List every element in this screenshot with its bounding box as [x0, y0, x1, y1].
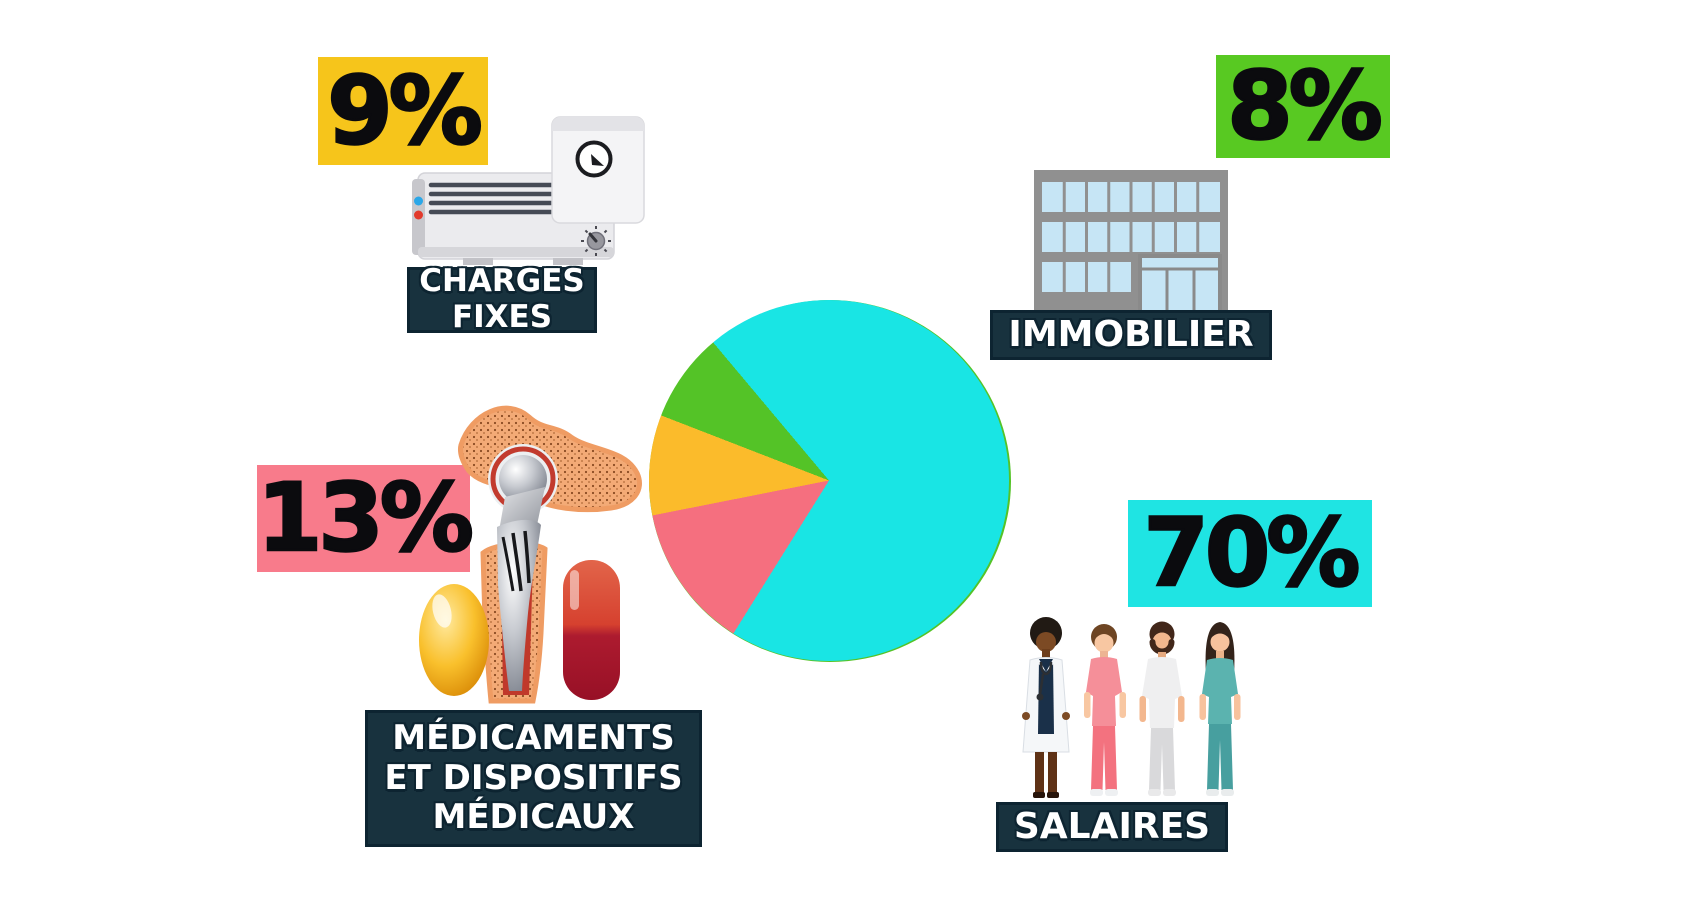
male-staff-figure — [1139, 621, 1185, 796]
immobilier-label: IMMOBILIER — [990, 310, 1272, 360]
pie-chart-rim — [649, 300, 1011, 662]
charges-fixes-label-line1: CHARGES — [419, 263, 585, 300]
doctor-figure — [1022, 617, 1070, 798]
office-building-icon — [1034, 170, 1228, 312]
medicaments-label-line3: MÉDICAUX — [432, 797, 635, 838]
salaires-label-text: SALAIRES — [1013, 806, 1211, 848]
charges-fixes-label: CHARGES FIXES — [407, 263, 597, 335]
medicaments-label-line2: ET DISPOSITIFS — [384, 757, 683, 798]
medicaments-label: MÉDICAMENTS ET DISPOSITIFS MÉDICAUX — [365, 710, 702, 847]
immobilier-label-text: IMMOBILIER — [1008, 314, 1254, 356]
medicaments-label-line1: MÉDICAMENTS — [392, 718, 675, 759]
hip-implant-icon — [419, 405, 642, 704]
salaires-label: SALAIRES — [996, 802, 1228, 852]
immobilier-percent-badge: 8% — [1216, 51, 1390, 163]
pill-capsule-icon — [563, 560, 620, 700]
medicaments-percent: 13% — [256, 463, 476, 575]
immobilier-percent: 8% — [1226, 51, 1384, 163]
nurse-teal-figure — [1199, 622, 1241, 796]
softgel-capsule-icon — [419, 584, 489, 696]
medicaments-percent-badge: 13% — [256, 463, 476, 575]
pie-chart — [649, 300, 1009, 661]
charges-fixes-label-line2: FIXES — [451, 299, 553, 335]
salaires-percent-badge: 70% — [1128, 498, 1372, 610]
heater-icon — [412, 116, 645, 265]
nurse-pink-figure — [1084, 624, 1126, 796]
charges-fixes-percent-badge: 9% — [318, 55, 488, 167]
salaires-percent: 70% — [1142, 498, 1362, 610]
charges-fixes-percent: 9% — [326, 55, 484, 167]
medical-staff-icon — [1022, 617, 1241, 798]
